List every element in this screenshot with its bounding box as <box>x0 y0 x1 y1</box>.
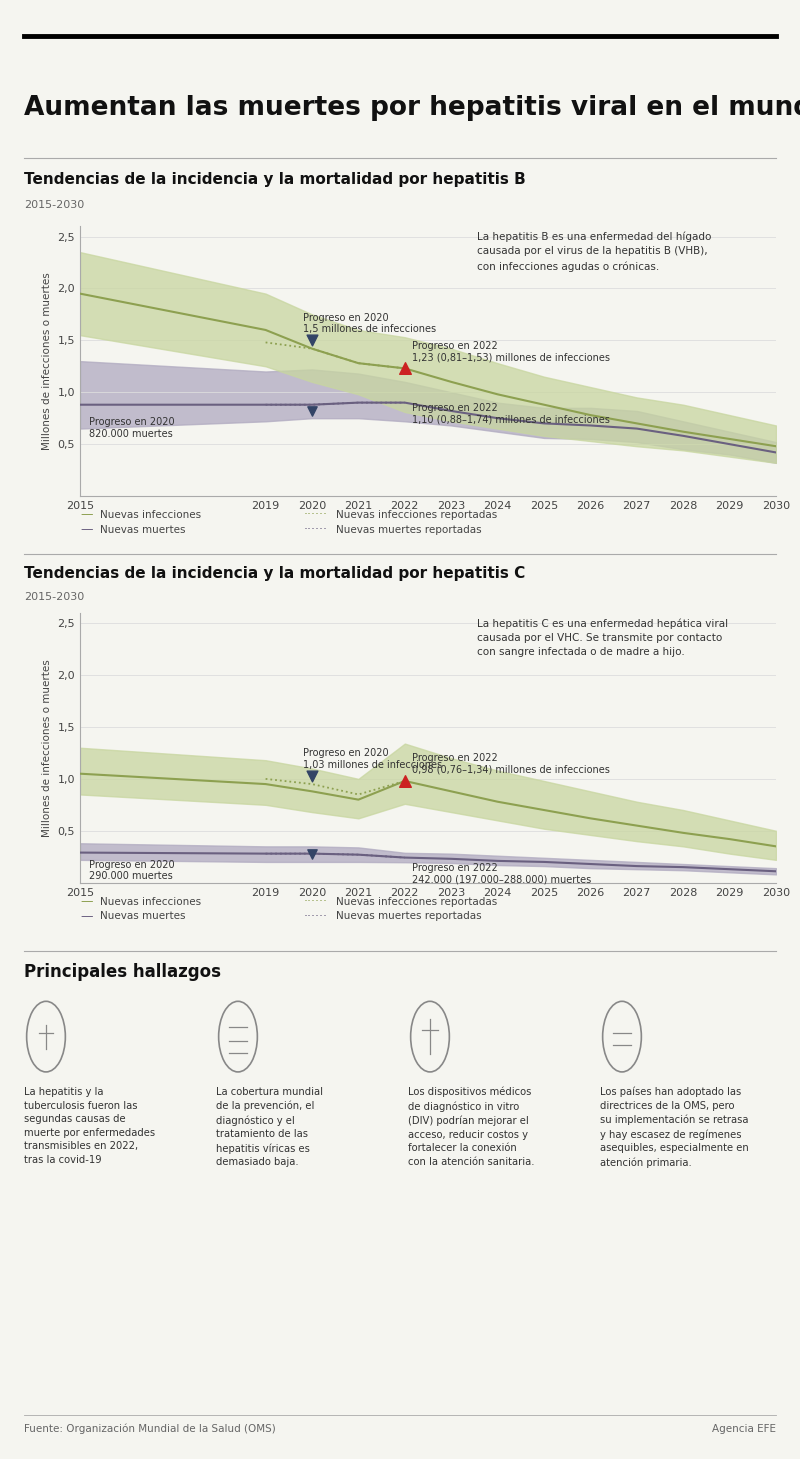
Text: La cobertura mundial
de la prevención, el
diagnóstico y el
tratamiento de las
he: La cobertura mundial de la prevención, e… <box>216 1087 323 1167</box>
Text: Progreso en 2020
290.000 muertes: Progreso en 2020 290.000 muertes <box>90 859 175 881</box>
Text: Progreso en 2022
1,23 (0,81–1,53) millones de infecciones: Progreso en 2022 1,23 (0,81–1,53) millon… <box>412 340 610 362</box>
Text: Tendencias de la incidencia y la mortalidad por hepatitis B: Tendencias de la incidencia y la mortali… <box>24 172 526 187</box>
Text: La hepatitis B es una enfermedad del hígado
causada por el virus de la hepatitis: La hepatitis B es una enfermedad del híg… <box>477 232 711 271</box>
Text: Nuevas infecciones: Nuevas infecciones <box>100 897 201 906</box>
Text: Agencia EFE: Agencia EFE <box>712 1424 776 1434</box>
Text: Nuevas muertes: Nuevas muertes <box>100 525 186 534</box>
Text: Nuevas infecciones reportadas: Nuevas infecciones reportadas <box>336 897 498 906</box>
Text: ······: ······ <box>304 524 328 535</box>
Text: —: — <box>80 910 93 922</box>
Y-axis label: Millones de infecciones o muertes: Millones de infecciones o muertes <box>42 659 52 836</box>
Text: Los países han adoptado las
directrices de la OMS, pero
su implementación se ret: Los países han adoptado las directrices … <box>600 1087 749 1167</box>
Text: La hepatitis y la
tuberculosis fueron las
segundas causas de
muerte por enfermed: La hepatitis y la tuberculosis fueron la… <box>24 1087 155 1164</box>
Text: Nuevas muertes reportadas: Nuevas muertes reportadas <box>336 912 482 921</box>
Text: Principales hallazgos: Principales hallazgos <box>24 963 221 980</box>
Point <box>306 765 318 788</box>
Text: —: — <box>80 509 93 521</box>
Text: Fuente: Organización Mundial de la Salud (OMS): Fuente: Organización Mundial de la Salud… <box>24 1424 276 1434</box>
Text: Tendencias de la incidencia y la mortalidad por hepatitis C: Tendencias de la incidencia y la mortali… <box>24 566 526 581</box>
Text: Progreso en 2022
242.000 (197.000–288.000) muertes: Progreso en 2022 242.000 (197.000–288.00… <box>412 862 591 884</box>
Text: 2015-2030: 2015-2030 <box>24 592 84 603</box>
Text: Nuevas infecciones: Nuevas infecciones <box>100 511 201 519</box>
Text: Progreso en 2022
1,10 (0,88–1,74) millones de infecciones: Progreso en 2022 1,10 (0,88–1,74) millon… <box>412 403 610 425</box>
Text: Los dispositivos médicos
de diagnóstico in vitro
(DIV) podrían mejorar el
acceso: Los dispositivos médicos de diagnóstico … <box>408 1087 534 1167</box>
Text: —: — <box>80 896 93 907</box>
Text: —: — <box>80 524 93 535</box>
Text: ······: ······ <box>304 910 328 922</box>
Point <box>306 400 318 423</box>
Text: Progreso en 2022
0,98 (0,76–1,34) millones de infecciones: Progreso en 2022 0,98 (0,76–1,34) millon… <box>412 753 610 775</box>
Text: ······: ······ <box>304 896 328 907</box>
Text: Progreso en 2020
820.000 muertes: Progreso en 2020 820.000 muertes <box>90 417 175 439</box>
Text: Aumentan las muertes por hepatitis viral en el mundo: Aumentan las muertes por hepatitis viral… <box>24 95 800 121</box>
Point <box>398 769 411 792</box>
Text: Progreso en 2020
1,5 millones de infecciones: Progreso en 2020 1,5 millones de infecci… <box>302 312 436 334</box>
Text: Nuevas infecciones reportadas: Nuevas infecciones reportadas <box>336 511 498 519</box>
Text: Progreso en 2020
1,03 millones de infecciones: Progreso en 2020 1,03 millones de infecc… <box>302 748 442 769</box>
Point <box>306 842 318 865</box>
Text: La hepatitis C es una enfermedad hepática viral
causada por el VHC. Se transmite: La hepatitis C es una enfermedad hepátic… <box>477 619 728 658</box>
Text: Nuevas muertes: Nuevas muertes <box>100 912 186 921</box>
Point <box>398 356 411 379</box>
Text: ······: ······ <box>304 509 328 521</box>
Text: 2015-2030: 2015-2030 <box>24 200 84 210</box>
Y-axis label: Millones de infecciones o muertes: Millones de infecciones o muertes <box>42 273 52 449</box>
Text: Nuevas muertes reportadas: Nuevas muertes reportadas <box>336 525 482 534</box>
Point <box>306 328 318 352</box>
